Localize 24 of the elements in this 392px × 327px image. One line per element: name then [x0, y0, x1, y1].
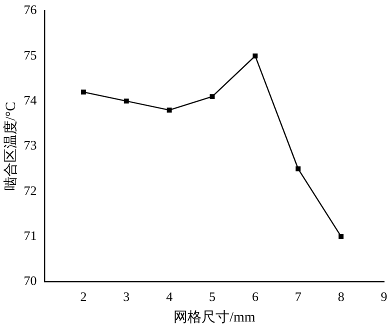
x-tick-label: 2 [80, 288, 87, 304]
point [166, 108, 172, 113]
x-tick-label: 8 [338, 288, 344, 304]
y-tick-label: 74 [24, 92, 38, 108]
x-tick-label: 7 [294, 288, 302, 304]
y-tick-label: 73 [24, 138, 37, 153]
x-tick-label: 4 [166, 288, 174, 304]
point [80, 90, 86, 95]
y-tick-label: 72 [24, 182, 37, 198]
x-tick-label: 3 [123, 288, 130, 304]
point [252, 53, 258, 58]
x-axis-title: 网格尺寸/mm [174, 309, 256, 326]
point [296, 166, 301, 172]
x-tick-label: 9 [380, 288, 388, 304]
y-tick-label: 71 [24, 228, 37, 243]
x-tick-label: 6 [252, 288, 259, 304]
point [338, 234, 344, 239]
x-tick-label: 5 [209, 288, 216, 304]
y-tick-label: 75 [24, 47, 37, 62]
y-tick-label: 70 [24, 273, 37, 288]
point [210, 94, 215, 100]
y-axis-title: 啮合区温度/°C [3, 102, 20, 191]
point [124, 98, 129, 104]
y-tick-label: 76 [24, 2, 38, 18]
